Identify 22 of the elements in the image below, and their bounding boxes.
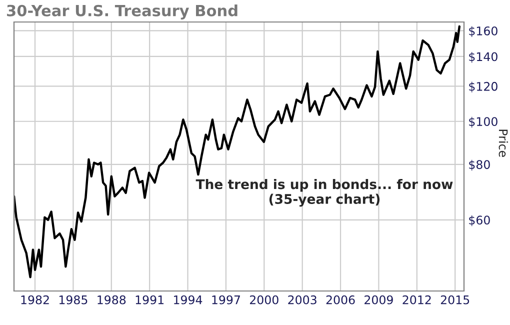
x-tick-label: 1994 [174, 295, 202, 304]
y-tick-label: $140 [469, 52, 498, 63]
y-tick-label: $160 [469, 26, 498, 37]
x-tick-label: 2000 [250, 295, 278, 304]
y-tick-label: $120 [469, 82, 498, 92]
x-tick-label: 1985 [59, 295, 88, 304]
y-tick-label: $60 [469, 215, 490, 226]
x-tick-label: 1991 [136, 295, 164, 304]
x-tick-label: 2015 [440, 295, 470, 304]
x-tick-label: 1982 [21, 295, 49, 304]
x-tick-label: 2009 [364, 295, 393, 304]
x-tick-label: 1997 [212, 295, 240, 304]
y-tick-label: $100 [469, 116, 498, 128]
x-tick-label: 2012 [402, 295, 431, 304]
x-tick-label: 2006 [326, 295, 355, 304]
chart-title: 30-Year U.S. Treasury Bond [7, 4, 238, 20]
y-tick-label: $80 [469, 160, 490, 171]
annotation: The trend is up in bonds... for now (35-year chart) [196, 178, 453, 207]
line-series [14, 25, 461, 278]
y-axis-title: Price [498, 130, 508, 157]
x-tick-label: 2003 [288, 295, 316, 304]
x-tick-label: 1988 [98, 295, 126, 304]
